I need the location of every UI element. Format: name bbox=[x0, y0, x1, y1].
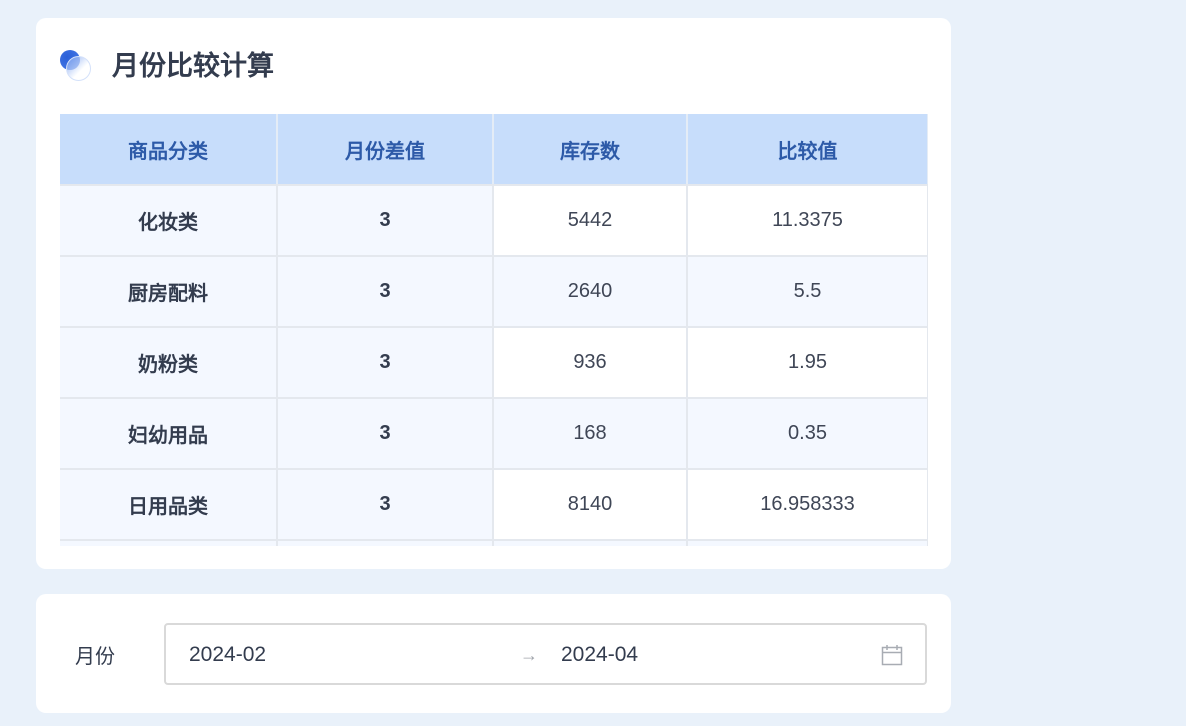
calendar-icon[interactable] bbox=[881, 644, 903, 671]
empty-cell bbox=[277, 540, 494, 546]
range-arrow-icon: → bbox=[520, 645, 538, 665]
table-row: 日用品类 3 8140 16.958333 bbox=[60, 469, 928, 541]
cell-compare-value: 11.3375 bbox=[687, 185, 928, 257]
title-decoration-icon bbox=[60, 50, 92, 82]
header-category[interactable]: 商品分类 bbox=[60, 114, 278, 186]
cell-compare-value: 16.958333 bbox=[687, 469, 928, 541]
cell-compare-value: 1.95 bbox=[687, 327, 928, 399]
table-row: 妇幼用品 3 168 0.35 bbox=[60, 398, 928, 470]
cell-month-diff: 3 bbox=[277, 185, 494, 257]
month-range-picker[interactable]: 2024-02 → 2024-04 bbox=[164, 623, 927, 685]
cell-month-diff: 3 bbox=[277, 256, 494, 328]
cell-category: 厨房配料 bbox=[60, 256, 278, 328]
cell-category: 化妆类 bbox=[60, 185, 278, 257]
header-month-diff[interactable]: 月份差值 bbox=[277, 114, 494, 186]
filter-card: 月份 2024-02 → 2024-04 bbox=[36, 594, 951, 713]
cell-month-diff: 3 bbox=[277, 469, 494, 541]
table-header-row: 商品分类 月份差值 库存数 比较值 bbox=[60, 114, 928, 186]
comparison-card: 月份比较计算 商品分类 月份差值 库存数 比较值 化妆类 3 5442 11.3375… bbox=[36, 18, 951, 569]
cell-month-diff: 3 bbox=[277, 398, 494, 470]
start-month-input[interactable]: 2024-02 bbox=[189, 643, 267, 666]
cell-category: 妇幼用品 bbox=[60, 398, 278, 470]
table-row: 奶粉类 3 936 1.95 bbox=[60, 327, 928, 399]
header-stock[interactable]: 库存数 bbox=[493, 114, 688, 186]
empty-cell bbox=[60, 540, 278, 546]
month-label: 月份 bbox=[75, 646, 115, 668]
cell-stock: 5442 bbox=[493, 185, 688, 257]
cell-compare-value: 0.35 bbox=[687, 398, 928, 470]
cell-category: 奶粉类 bbox=[60, 327, 278, 399]
cell-stock: 2640 bbox=[493, 256, 688, 328]
cell-stock: 8140 bbox=[493, 469, 688, 541]
data-table: 商品分类 月份差值 库存数 比较值 化妆类 3 5442 11.3375 厨房配料 3 26… bbox=[60, 114, 928, 546]
card-title: 月份比较计算 bbox=[112, 51, 274, 81]
table-row: 化妆类 3 5442 11.3375 bbox=[60, 185, 928, 257]
table-row-partial bbox=[60, 540, 928, 546]
cell-stock: 936 bbox=[493, 327, 688, 399]
cell-month-diff: 3 bbox=[277, 327, 494, 399]
empty-cell bbox=[687, 540, 928, 546]
header-compare-value[interactable]: 比较值 bbox=[687, 114, 928, 186]
end-month-input[interactable]: 2024-04 bbox=[561, 643, 639, 666]
cell-compare-value: 5.5 bbox=[687, 256, 928, 328]
data-table-scroll[interactable]: 商品分类 月份差值 库存数 比较值 化妆类 3 5442 11.3375 厨房配料 3 26… bbox=[60, 114, 928, 546]
table-row: 厨房配料 3 2640 5.5 bbox=[60, 256, 928, 328]
cell-category: 日用品类 bbox=[60, 469, 278, 541]
empty-cell bbox=[493, 540, 688, 546]
cell-stock: 168 bbox=[493, 398, 688, 470]
